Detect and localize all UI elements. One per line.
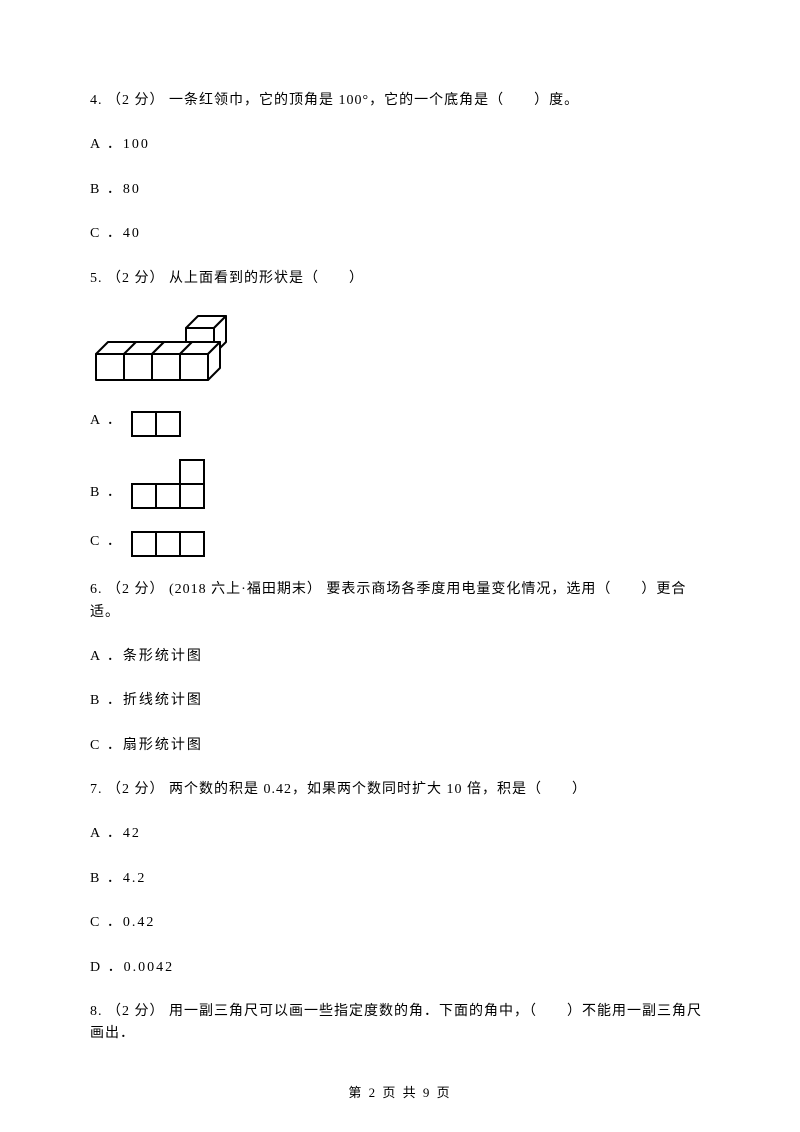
q5-opt-b-shape <box>131 459 205 509</box>
q7-opt-a: A ．42 <box>90 823 710 845</box>
q6-text: 6. （2 分） (2018 六上·福田期末） 要表示商场各季度用电量变化情况，… <box>90 579 710 624</box>
q8-text: 8. （2 分） 用一副三角尺可以画一些指定度数的角．下面的角中，（ ）不能用一… <box>90 1001 710 1046</box>
q5-cubes-figure <box>90 312 710 392</box>
q6-opt-a: A ．条形统计图 <box>90 646 710 668</box>
q5-opt-a: A ． <box>90 410 710 436</box>
q4-opt-a: A ．100 <box>90 134 710 156</box>
q7-text: 7. （2 分） 两个数的积是 0.42，如果两个数同时扩大 10 倍，积是（ … <box>90 779 710 801</box>
q5-opt-c-shape <box>131 531 205 557</box>
q5-opt-a-shape <box>131 411 181 437</box>
q4-text: 4. （2 分） 一条红领巾，它的顶角是 100°，它的一个底角是（ ）度。 <box>90 90 710 112</box>
q5-opt-a-label: A ． <box>90 410 123 436</box>
q5-text: 5. （2 分） 从上面看到的形状是（ ） <box>90 268 710 290</box>
q5-opt-c: C ． <box>90 531 710 557</box>
q7-opt-b: B ．4.2 <box>90 868 710 890</box>
q5-opt-b-label: B ． <box>90 482 123 508</box>
q7-opt-c: C ．0.42 <box>90 912 710 934</box>
q6-opt-c: C ．扇形统计图 <box>90 735 710 757</box>
q5-opt-c-label: C ． <box>90 531 123 557</box>
q6-opt-b: B ．折线统计图 <box>90 690 710 712</box>
q7-opt-d: D ．0.0042 <box>90 957 710 979</box>
page-footer: 第 2 页 共 9 页 <box>0 1083 800 1104</box>
q4-opt-b: B ．80 <box>90 179 710 201</box>
q5-opt-b: B ． <box>90 459 710 509</box>
q4-opt-c: C ．40 <box>90 223 710 245</box>
